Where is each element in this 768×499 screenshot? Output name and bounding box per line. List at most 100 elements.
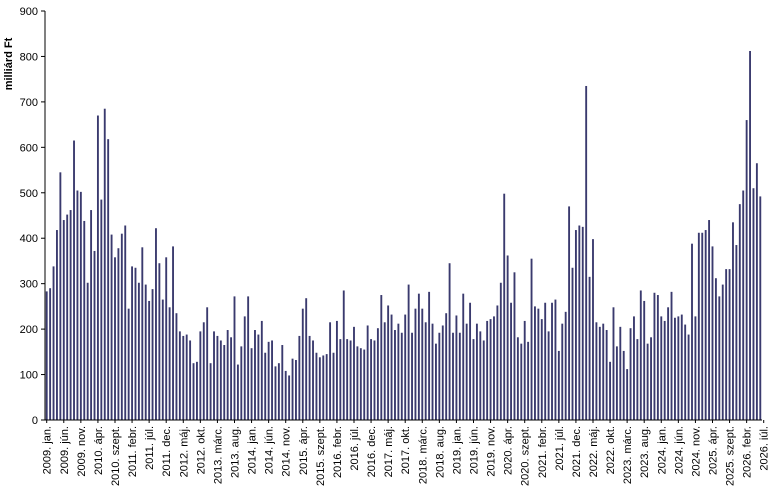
bar [79, 191, 82, 420]
bar [312, 340, 314, 420]
bar [462, 293, 465, 420]
bar [250, 348, 253, 420]
x-tick-label: 2014. nov. [281, 426, 293, 477]
x-tick-label: 2024. jan. [656, 426, 668, 474]
bar [83, 220, 86, 420]
x-tick-label: 2024. nov. [690, 426, 702, 477]
bar [578, 225, 581, 420]
bar [680, 314, 683, 420]
bar [742, 190, 745, 420]
x-tick-label: 2017. okt. [400, 426, 412, 474]
bar [298, 335, 301, 420]
bar [646, 343, 649, 420]
x-tick-label: 2009. jan. [42, 426, 54, 474]
bar [291, 358, 294, 420]
y-tick-label: 500 [20, 188, 38, 200]
bar [196, 361, 198, 420]
bar [445, 313, 448, 420]
bar [233, 296, 236, 420]
bar [711, 246, 714, 420]
bar [629, 328, 632, 420]
bar [547, 331, 550, 420]
bar [687, 334, 690, 420]
bar [257, 334, 260, 420]
bar [107, 139, 110, 420]
bar [660, 316, 663, 420]
bar [103, 108, 106, 421]
bar [308, 335, 311, 420]
x-tick-label: 2009. jún. [59, 426, 71, 474]
bar [554, 299, 557, 420]
bar [219, 340, 222, 420]
bar [530, 258, 533, 420]
bar [288, 375, 291, 420]
y-axis-label: milliárd Ft [3, 37, 15, 90]
bar [134, 267, 137, 420]
bar [223, 345, 226, 420]
bar [643, 300, 646, 420]
bar [479, 331, 482, 420]
bar [568, 206, 571, 420]
bar [598, 326, 601, 420]
x-tick-label: 2013. aug. [229, 426, 241, 478]
bar [247, 296, 250, 420]
x-tick-label: 2015. szept. [315, 426, 327, 486]
bar [284, 370, 287, 420]
bar [295, 360, 297, 420]
bar [370, 339, 373, 420]
bar [49, 288, 52, 420]
bar [216, 335, 219, 420]
x-tick-label: 2016. dec. [366, 426, 378, 477]
bar [612, 307, 615, 420]
bar [182, 335, 185, 420]
x-tick-label: 2025. ápr. [707, 426, 719, 475]
bar [527, 341, 530, 420]
bar [335, 320, 338, 420]
bar [144, 284, 147, 420]
bar [325, 354, 328, 420]
bar [704, 230, 707, 420]
bar [520, 343, 523, 420]
bar [110, 234, 113, 420]
bar [745, 120, 748, 420]
bar [523, 320, 526, 420]
bar [168, 307, 171, 420]
bar [305, 298, 308, 420]
x-tick-label: 2017. máj. [383, 426, 395, 477]
bar [301, 308, 304, 420]
x-tick-label: 2019. nov. [486, 426, 498, 477]
bar [315, 352, 318, 420]
bar [725, 269, 728, 420]
bar [667, 307, 670, 420]
bar [435, 343, 437, 420]
bar [759, 196, 762, 420]
bar [633, 316, 635, 420]
bar [732, 222, 734, 420]
bar [322, 355, 325, 420]
bar [615, 346, 618, 420]
bar [274, 366, 277, 420]
x-axis: 2009. jan. 2009. jún. 2009. nov. 2010. ápr.… [42, 420, 768, 486]
bar [267, 341, 270, 420]
bar [165, 257, 168, 420]
bar [230, 337, 233, 420]
bar [117, 248, 120, 420]
y-tick-label: 200 [20, 324, 38, 336]
bar [581, 226, 584, 420]
bar [192, 363, 195, 420]
bar [718, 296, 721, 420]
bar [639, 290, 642, 420]
bar [172, 246, 174, 420]
x-tick-label: 2023. aug. [639, 426, 651, 478]
x-tick-label: 2009. nov. [76, 426, 88, 477]
bar [738, 204, 741, 420]
bar [503, 193, 506, 420]
bar [656, 295, 659, 420]
bar [243, 316, 246, 420]
y-tick-label: 700 [20, 97, 38, 109]
bar [45, 291, 48, 420]
bar [728, 269, 731, 420]
bar [264, 352, 267, 420]
x-tick-label: 2020. ápr. [503, 426, 515, 475]
bar [602, 323, 605, 420]
